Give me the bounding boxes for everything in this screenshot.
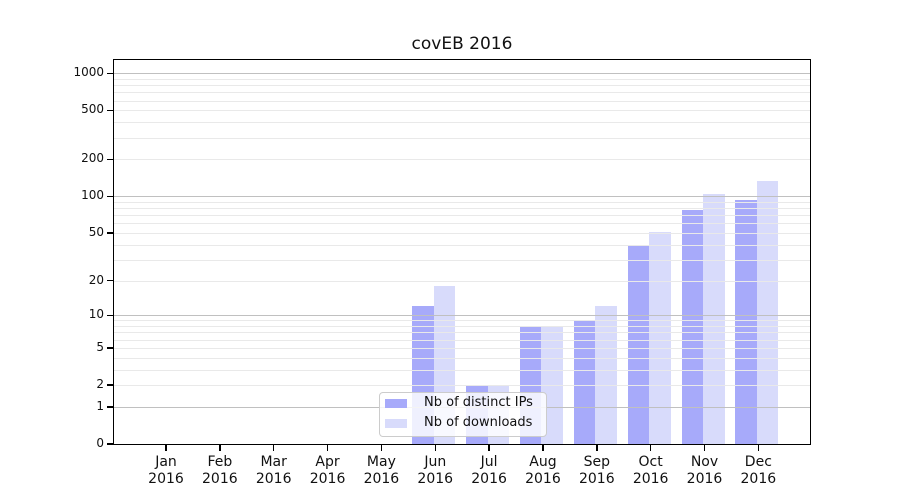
y-tick-mark <box>107 72 113 75</box>
y-tick-mark <box>107 109 113 112</box>
x-tick-label-aug: Aug 2016 <box>525 454 561 487</box>
x-tick-label-dec: Dec 2016 <box>740 454 777 487</box>
gridline-minor <box>114 369 810 371</box>
gridline-minor <box>114 92 810 94</box>
legend: Nb of distinct IPs Nb of downloads <box>379 392 547 437</box>
y-tick-mark <box>107 232 113 234</box>
y-tick-label: 0 <box>96 436 104 450</box>
gridline-minor <box>114 233 810 235</box>
x-tick-label-may: May 2016 <box>363 454 400 487</box>
y-tick-label: 1 <box>96 398 104 413</box>
x-tick-label-feb: Feb 2016 <box>202 454 238 487</box>
gridline-minor <box>114 215 810 217</box>
x-tick-mark <box>380 444 383 451</box>
gridline-minor <box>114 347 810 349</box>
gridline-minor <box>114 223 810 225</box>
x-tick-mark <box>649 444 652 451</box>
bar-oct-distinct-ips <box>627 244 650 444</box>
y-tick-label: 500 <box>81 102 104 117</box>
gridline-minor <box>114 208 810 210</box>
y-tick-label: 200 <box>81 151 104 166</box>
gridline-minor <box>114 320 810 322</box>
x-tick-mark <box>326 444 329 451</box>
bar-dec-downloads <box>756 180 779 444</box>
y-tick-mark <box>107 195 113 198</box>
x-tick-mark <box>703 444 706 451</box>
gridline-minor <box>114 357 810 359</box>
gridline-minor <box>114 159 810 161</box>
legend-swatch-distinct-ips <box>385 399 407 408</box>
gridline-minor <box>114 100 810 102</box>
bar-nov-downloads <box>703 193 725 444</box>
gridline-minor <box>114 332 810 334</box>
legend-swatch-downloads <box>385 419 407 428</box>
x-tick-label-jun: Jun 2016 <box>417 454 454 487</box>
gridline-major <box>114 73 810 75</box>
x-tick-mark <box>542 444 544 451</box>
legend-item-downloads: Nb of downloads <box>380 413 546 433</box>
legend-item-distinct-ips: Nb of distinct IPs <box>380 393 546 413</box>
legend-label-distinct-ips: Nb of distinct IPs <box>424 395 533 410</box>
gridline-minor <box>114 385 810 387</box>
x-tick-label-sep: Sep 2016 <box>578 454 615 487</box>
y-tick-mark <box>107 384 113 386</box>
y-tick-mark <box>107 443 113 445</box>
x-tick-mark <box>272 444 275 451</box>
x-tick-mark <box>434 444 436 451</box>
y-tick-label: 5 <box>96 339 104 354</box>
plot-area <box>114 60 810 444</box>
y-tick-mark <box>107 158 113 161</box>
x-tick-label-apr: Apr 2016 <box>309 454 346 487</box>
bar-dec-distinct-ips <box>735 200 757 444</box>
y-tick-mark <box>107 279 113 282</box>
gridline-minor <box>114 201 810 203</box>
x-tick-label-mar: Mar 2016 <box>255 454 292 487</box>
x-tick-label-nov: Nov 2016 <box>686 454 723 487</box>
x-tick-mark <box>596 444 598 451</box>
gridline-minor <box>114 259 810 261</box>
gridline-minor <box>114 78 810 80</box>
gridline-minor <box>114 339 810 341</box>
bar-oct-downloads <box>649 231 671 444</box>
gridline-major <box>114 315 810 317</box>
gridline-minor <box>114 326 810 328</box>
x-tick-mark <box>488 444 490 451</box>
gridline-major <box>114 196 810 198</box>
x-tick-mark <box>165 444 167 451</box>
gridline-minor <box>114 244 810 246</box>
y-tick-mark <box>107 314 113 317</box>
x-tick-label-jul: Jul 2016 <box>471 454 507 487</box>
y-tick-label: 2 <box>96 377 104 392</box>
gridline-minor <box>114 122 810 124</box>
gridline-minor <box>114 280 810 282</box>
x-tick-mark <box>219 444 221 451</box>
legend-label-downloads: Nb of downloads <box>424 415 533 430</box>
bar-sep-distinct-ips <box>573 320 596 444</box>
x-tick-mark <box>757 444 760 451</box>
gridline-minor <box>114 110 810 112</box>
y-tick-label: 20 <box>88 272 104 287</box>
chart-title: covEB 2016 <box>411 34 513 54</box>
gridline-minor <box>114 137 810 139</box>
gridline-minor <box>114 85 810 87</box>
bar-sep-downloads <box>595 306 617 444</box>
y-tick-label: 1000 <box>73 65 104 80</box>
y-tick-mark <box>107 347 113 349</box>
y-tick-label: 100 <box>81 188 104 203</box>
y-tick-label: 50 <box>88 225 104 240</box>
x-tick-label-jan: Jan 2016 <box>148 454 184 487</box>
y-tick-mark <box>107 406 113 408</box>
y-tick-label: 10 <box>88 307 104 322</box>
x-tick-label-oct: Oct 2016 <box>632 454 669 487</box>
